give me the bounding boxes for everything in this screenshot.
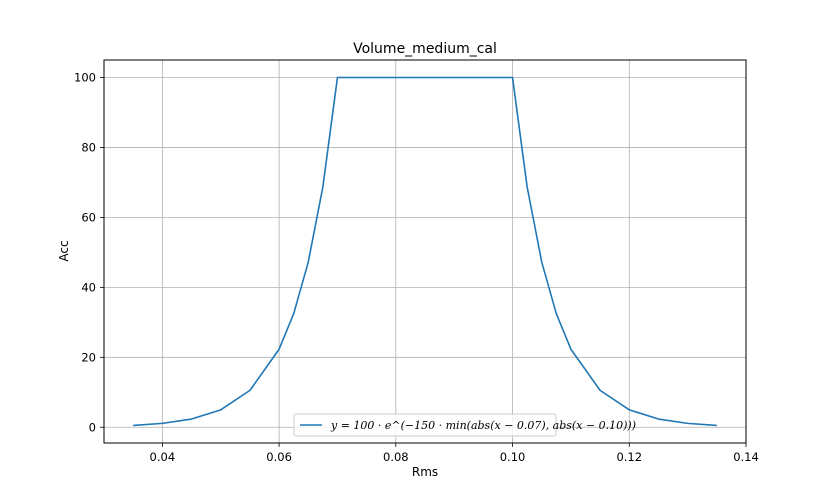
y-tick-label: 20 <box>81 350 96 364</box>
y-tick-label: 100 <box>74 70 96 84</box>
x-axis-label: Rms <box>412 465 438 479</box>
series-line <box>133 76 717 427</box>
legend-box <box>293 413 557 437</box>
legend-label: y = 100 · e^(−150 · min(abs(x − 0.07), a… <box>330 419 636 432</box>
grid <box>104 60 747 443</box>
y-axis-label: Acc <box>57 240 71 261</box>
y-tick-label: 40 <box>81 280 96 294</box>
x-tick-label: 0.14 <box>733 450 759 464</box>
x-tick-label: 0.12 <box>616 450 642 464</box>
y-tick-label: 80 <box>81 140 96 154</box>
series-layer <box>133 76 717 427</box>
y-tick-label: 0 <box>89 420 96 434</box>
x-tick-label: 0.10 <box>500 450 526 464</box>
plot-frame <box>103 59 747 444</box>
ticks: 0.04 0.06 0.08 0.10 0.12 0.14 0 20 40 60 80 100 <box>74 70 759 464</box>
chart-title: Volume_medium_cal <box>353 41 497 57</box>
x-tick-label: 0.08 <box>383 450 409 464</box>
x-tick-label: 0.06 <box>266 450 292 464</box>
legend: y = 100 · e^(−150 · min(abs(x − 0.07), a… <box>293 413 636 437</box>
y-tick-label: 60 <box>81 210 96 224</box>
x-tick-label: 0.04 <box>150 450 176 464</box>
